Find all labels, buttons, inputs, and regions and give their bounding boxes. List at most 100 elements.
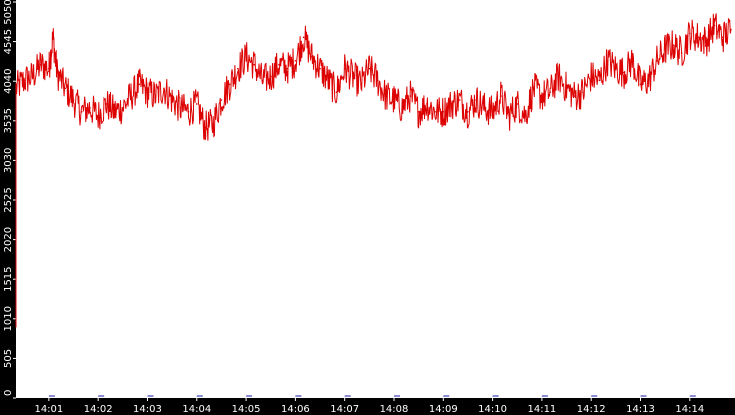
data-point [458,99,461,101]
data-point [179,107,182,109]
data-point [138,83,141,86]
data-point [393,99,395,101]
data-point [154,95,157,97]
x-tick-label: 14:11 [527,404,556,415]
data-point [352,75,354,78]
data-point [590,75,592,78]
x-tick-label: 14:12 [577,404,606,415]
data-point [384,95,387,97]
data-point [615,67,617,70]
x-tick-label: 14:03 [133,404,162,415]
data-point [72,99,75,101]
data-point [483,107,486,109]
data-point [64,87,67,90]
y-tick-label: 4040 [3,68,14,93]
data-point [113,110,116,113]
data-point [680,52,683,54]
data-point [105,103,108,105]
data-point [195,103,198,105]
data-point [212,122,215,125]
y-tick-label: 2525 [3,187,14,212]
data-point [606,60,609,62]
y-axis: 0 505 1010 1515 2020 2525 3030 3535 4040 4545 5050 [3,0,16,399]
y-tick-label: 4545 [3,29,14,54]
data-point [532,87,535,90]
data-point [97,114,99,117]
data-point [39,63,42,66]
data-point [56,71,58,74]
series-line [15,13,732,328]
data-point [286,67,288,70]
data-point [130,95,132,97]
data-point [204,126,206,129]
data-point [647,79,650,82]
data-point [697,36,699,39]
data-point [228,83,231,86]
data-point [557,75,560,78]
y-tick-label: 505 [3,349,14,368]
y-tick-label: 0 [3,390,14,396]
y-tick-label: 5050 [3,0,14,25]
data-point [48,67,50,70]
data-point [672,44,675,46]
data-point [15,87,17,90]
data-point [721,36,724,39]
data-point [311,56,313,58]
data-point [450,103,453,105]
y-tick-label: 3535 [3,108,14,133]
x-tick-label: 14:02 [84,404,113,415]
data-point [269,75,272,78]
data-point [368,67,371,70]
data-point [573,95,576,97]
data-point [549,91,551,93]
data-point [294,60,297,62]
y-tick-label: 3030 [3,148,14,173]
x-tick-label: 14:05 [232,404,261,415]
data-point [89,107,91,109]
x-tick-label: 14:04 [182,404,211,415]
data-point [582,91,584,93]
data-point [360,83,362,86]
data-point [302,36,305,39]
x-tick-label: 14:09 [429,404,458,415]
data-point [52,36,54,39]
data-point [187,110,190,113]
data-point [631,60,634,62]
data-point [417,110,420,113]
y-tick-label: 2020 [3,227,14,252]
data-point [31,75,34,78]
data-point [467,110,469,113]
data-point [664,48,666,50]
data-point [253,63,256,66]
data-point [475,99,477,101]
x-tick-label: 14:08 [380,404,409,415]
data-point [500,95,502,97]
data-point [491,110,494,113]
x-axis: 14:01 14:02 14:03 14:04 14:05 14:06 14:07 14:08… [34,395,704,415]
data-point [319,67,321,70]
data-point [80,110,83,113]
x-tick-label: 14:07 [330,404,359,415]
plot-area [16,0,735,398]
data-point [23,79,26,82]
data-point [401,107,404,109]
data-point [639,83,642,86]
data-point [713,24,716,27]
data-point [524,114,527,117]
data-point [220,99,223,101]
data-point [623,71,625,74]
data-point [689,32,691,35]
data-point [565,87,568,90]
data-point [278,63,280,66]
data-point [376,79,379,82]
data-point [327,79,330,82]
data-point [656,60,658,62]
data-point [508,114,510,117]
x-tick-label: 14:14 [675,404,704,415]
data-point [335,91,338,93]
x-tick-label: 14:10 [478,404,507,415]
x-tick-label: 14:01 [34,404,63,415]
data-point [343,67,346,70]
data-point [409,95,412,97]
